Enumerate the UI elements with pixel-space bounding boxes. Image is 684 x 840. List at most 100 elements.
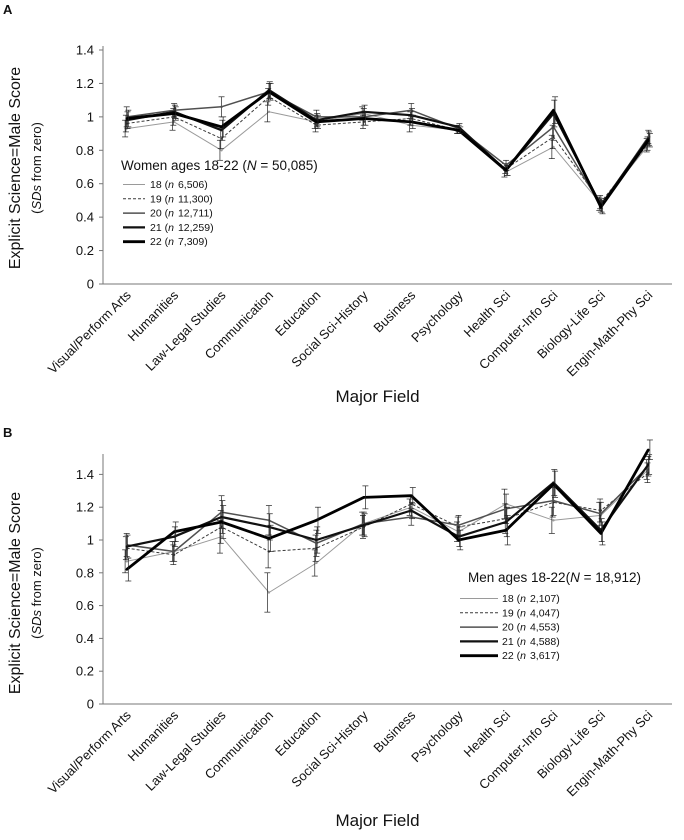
data-point — [362, 496, 365, 499]
legend-age: 21 — [150, 222, 162, 234]
x-axis-title: Major Field — [335, 811, 419, 830]
legend-paren-close: ) — [209, 208, 213, 220]
series-line-22 — [126, 90, 650, 209]
y-axis-title: Explicit Science=Male Score — [7, 492, 24, 694]
data-point — [457, 129, 460, 132]
data-point — [172, 550, 176, 553]
legend-age: 22 — [502, 650, 514, 662]
legend-n-prefix: n — [520, 607, 526, 619]
y-axis-subtitle-part: from zero) — [29, 547, 44, 610]
x-category-label: Law-Legal Studies — [142, 287, 229, 374]
legend-n-prefix: n — [520, 636, 526, 648]
legend-age: 22 — [150, 236, 162, 248]
data-point — [599, 512, 603, 515]
y-tick-label: 0.2 — [76, 664, 94, 679]
data-point — [647, 137, 650, 140]
legend-paren-open: ( — [514, 650, 521, 662]
data-point — [315, 561, 318, 565]
chart-title-part: N — [570, 570, 580, 585]
legend-paren-open: ( — [162, 208, 169, 220]
y-tick-label: 0.4 — [76, 210, 94, 225]
x-axis-title: Major Field — [335, 387, 419, 406]
data-point — [552, 499, 555, 502]
y-tick-label: 0.8 — [76, 143, 94, 158]
legend: 18 (n 2,107)19 (n 4,047)20 (n 4,553)21 (n 4,… — [460, 593, 560, 662]
y-tick-label: 1 — [87, 109, 94, 124]
legend-paren-open: ( — [162, 236, 169, 248]
chart-panel-A: A 0 0.2 0.4 0.6 0.8 1 1.2 1.4 Visual/Perform Arts… — [3, 2, 672, 406]
data-point — [552, 483, 555, 486]
legend-n-value: 4,553 — [530, 622, 556, 634]
y-axis-subtitle-part: SDs — [29, 609, 44, 634]
legend-paren-open: ( — [514, 593, 521, 605]
y-tick-label: 0.6 — [76, 176, 94, 191]
data-point — [172, 112, 176, 115]
data-point — [647, 448, 650, 451]
legend-age: 18 — [502, 593, 514, 605]
legend-paren-close: ) — [556, 607, 560, 619]
series-19 — [122, 462, 651, 569]
chart-title-part: Men ages 18-22( — [468, 570, 571, 585]
legend-n-value: 4,047 — [530, 607, 556, 619]
legend-age: 20 — [150, 208, 162, 220]
data-point — [552, 519, 555, 522]
legend-paren-close: ) — [556, 593, 560, 605]
legend-paren-close: ) — [556, 622, 560, 634]
legend-paren-close: ) — [556, 636, 560, 648]
data-point — [267, 90, 271, 93]
data-point — [599, 532, 603, 535]
legend-age: 21 — [502, 636, 514, 648]
x-category-label: Visual/Perform Arts — [45, 707, 134, 796]
y-tick-label: 0.8 — [76, 565, 94, 580]
y-tick-label: 0.4 — [76, 631, 94, 646]
series-20 — [123, 456, 652, 562]
data-point — [125, 568, 128, 571]
legend-n-value: 4,588 — [530, 636, 556, 648]
legend-n-prefix: n — [168, 193, 174, 205]
data-point — [362, 117, 365, 120]
legend-label-19: 19 (n 11,300) — [150, 193, 213, 205]
legend-age: 19 — [502, 607, 514, 619]
data-point — [647, 463, 650, 466]
chart-title-part: N — [247, 158, 257, 173]
legend-n-value: 2,107 — [530, 593, 556, 605]
legend-paren-close: ) — [556, 650, 560, 662]
series-line-19 — [126, 472, 649, 556]
legend-label-18: 18 (n 2,107) — [502, 593, 560, 605]
data-point — [315, 538, 318, 542]
legend-label-19: 19 (n 4,047) — [502, 607, 560, 619]
legend-paren-open: ( — [162, 179, 169, 191]
data-point — [315, 120, 318, 124]
x-category-label: Engin-Math-Phy Sci — [564, 707, 656, 799]
series-22 — [125, 83, 653, 215]
y-axis-subtitle-part: SDs — [29, 184, 44, 209]
legend-paren-close: ) — [204, 179, 208, 191]
data-point — [410, 120, 413, 124]
chart-title: Men ages 18-22(N = 18,912) — [468, 570, 641, 585]
y-axis-subtitle: (SDs from zero) — [29, 122, 44, 214]
x-category-label: Business — [370, 287, 418, 335]
legend-paren-close: ) — [210, 222, 214, 234]
legend: 18 (n 6,506)19 (n 11,300)20 (n 12,711)21 (n… — [123, 179, 214, 248]
legend-paren-open: ( — [514, 636, 521, 648]
chart-title-part: = 50,085) — [257, 158, 318, 173]
legend-paren-open: ( — [514, 607, 521, 619]
y-tick-label: 1.2 — [76, 76, 94, 91]
series-22 — [125, 439, 653, 582]
legend-n-prefix: n — [520, 650, 526, 662]
data-point — [504, 528, 508, 532]
chart-title-part: Women ages 18-22 ( — [121, 158, 247, 173]
x-category-label: Engin-Math-Phy Sci — [564, 287, 656, 379]
data-point — [457, 535, 460, 538]
legend-n-prefix: n — [520, 622, 526, 634]
x-category-label: Psychology — [408, 287, 466, 345]
legend-age: 20 — [502, 622, 514, 634]
y-tick-label: 0.2 — [76, 243, 94, 258]
legend-n-prefix: n — [168, 208, 174, 220]
y-tick-label: 0.6 — [76, 598, 94, 613]
data-point — [267, 537, 271, 540]
data-point — [504, 520, 508, 524]
legend-label-21: 21 (n 12,259) — [150, 222, 214, 234]
legend-label-22: 22 (n 3,617) — [502, 650, 560, 662]
data-point — [410, 494, 413, 497]
